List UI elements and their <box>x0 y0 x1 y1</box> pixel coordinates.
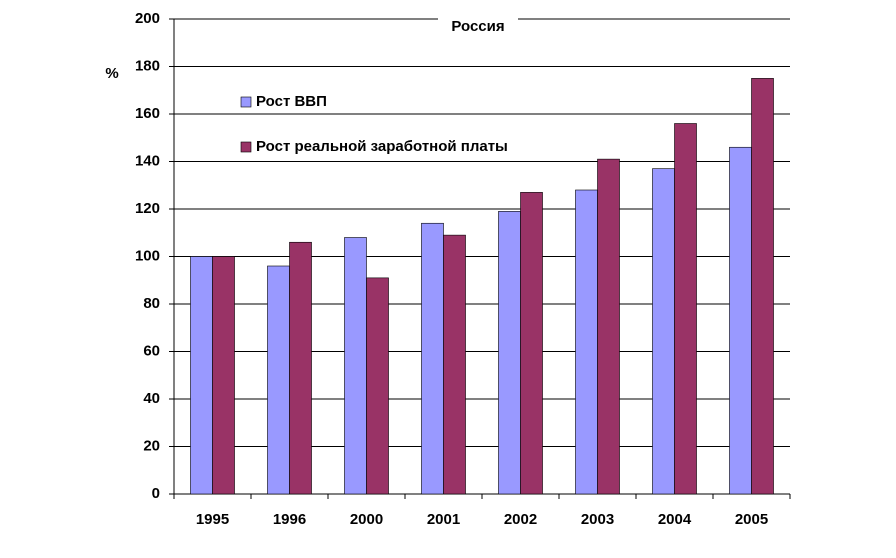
x-tick-label: 2003 <box>581 511 614 528</box>
x-tick-label: 2000 <box>350 511 383 528</box>
bar <box>498 211 521 495</box>
bar <box>366 277 389 495</box>
x-tick-label: 1995 <box>196 511 229 528</box>
y-tick-label: 120 <box>135 200 160 217</box>
legend-swatch <box>240 141 252 153</box>
chart-title: Россия <box>451 18 504 35</box>
bar <box>575 189 598 495</box>
y-tick-label: 20 <box>143 437 160 454</box>
y-tick-label: 60 <box>143 342 160 359</box>
x-tick-label: 2005 <box>735 511 768 528</box>
bar <box>751 78 774 495</box>
x-tick-label: 1996 <box>273 511 306 528</box>
bar <box>212 256 235 495</box>
legend-label: Рост реальной заработной платы <box>256 138 508 155</box>
bar <box>729 146 752 495</box>
y-tick-label: 0 <box>152 485 160 502</box>
bar <box>520 192 543 495</box>
bar <box>597 158 620 495</box>
x-tick-label: 2002 <box>504 511 537 528</box>
bar <box>190 256 213 495</box>
y-tick-label: 80 <box>143 295 160 312</box>
legend-label: Рост ВВП <box>256 93 327 110</box>
bar <box>267 265 290 495</box>
bar <box>652 168 675 495</box>
y-tick-label: 160 <box>135 105 160 122</box>
y-tick-label: 200 <box>135 10 160 27</box>
y-tick-label: 140 <box>135 152 160 169</box>
title-background <box>438 12 518 28</box>
y-tick-label: 100 <box>135 247 160 264</box>
bar <box>289 241 312 495</box>
bar <box>421 222 444 495</box>
x-tick-label: 2001 <box>427 511 460 528</box>
y-axis-label: % <box>105 65 118 82</box>
bar <box>674 123 697 495</box>
y-tick-label: 180 <box>135 57 160 74</box>
bar <box>344 237 367 495</box>
y-tick-label: 40 <box>143 390 160 407</box>
bar <box>443 234 466 495</box>
x-tick-label: 2004 <box>658 511 692 528</box>
legend-swatch <box>240 96 252 108</box>
